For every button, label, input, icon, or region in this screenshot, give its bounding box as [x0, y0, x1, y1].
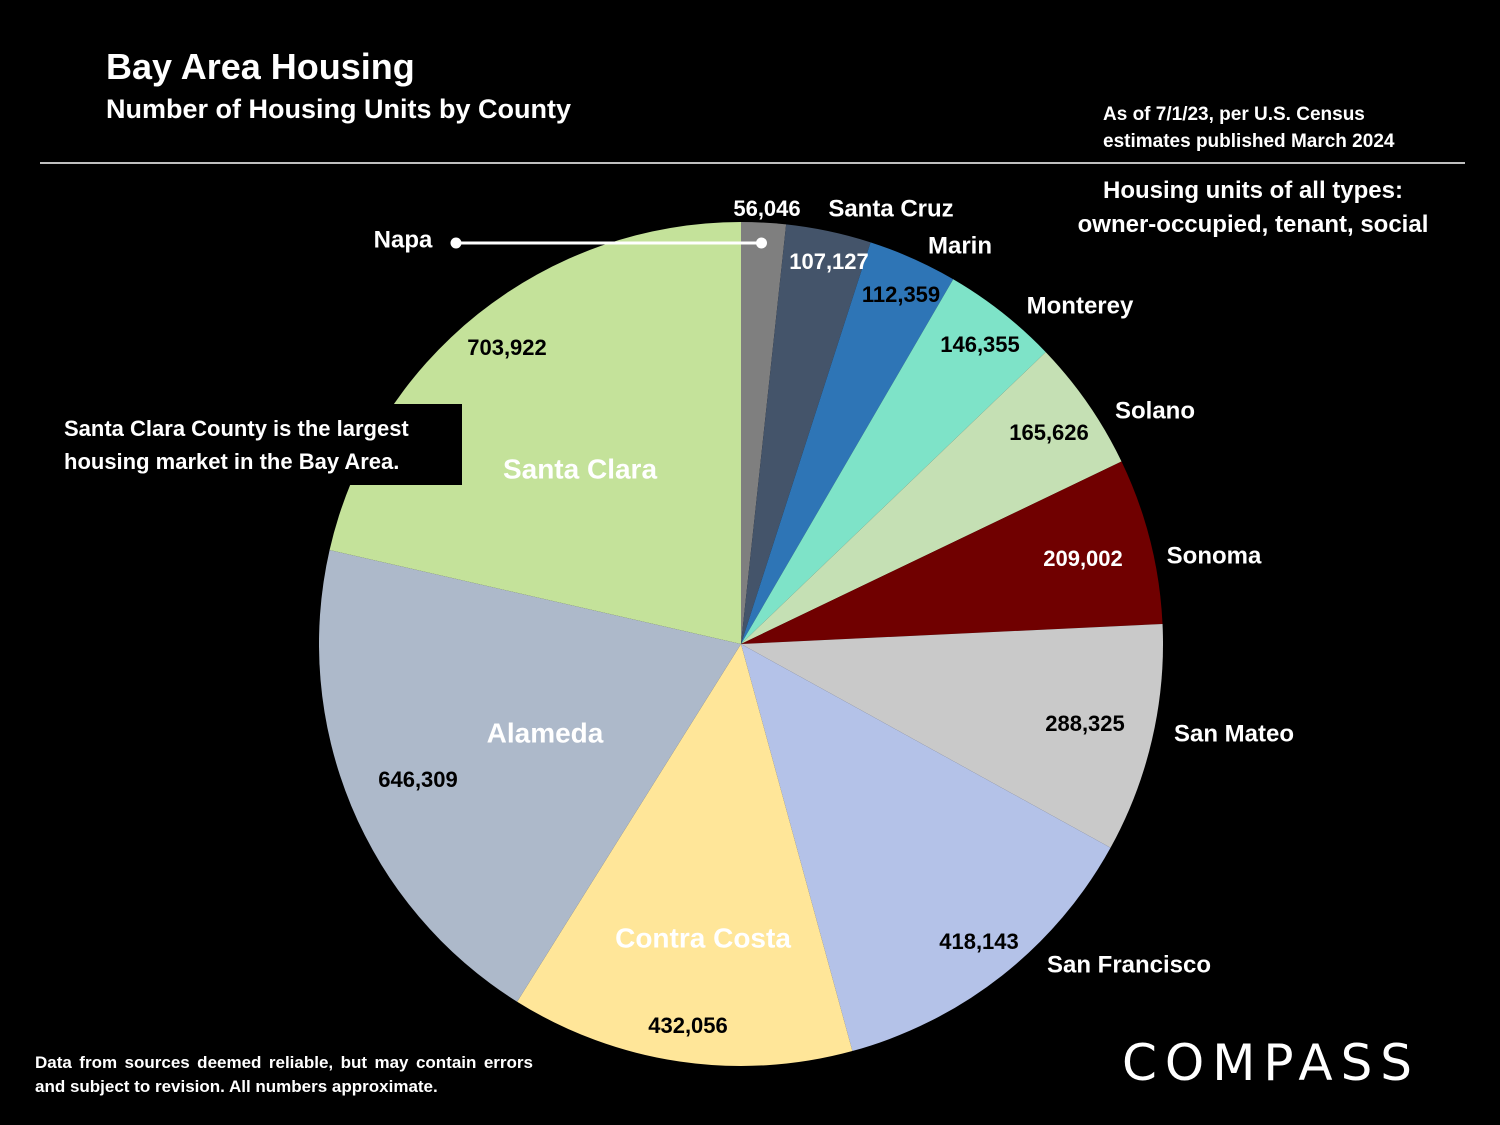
source-note: As of 7/1/23, per U.S. Census estimates …	[1103, 101, 1394, 155]
slice-label-solano: Solano	[1115, 397, 1195, 424]
source-note-line-2: estimates published March 2024	[1103, 131, 1395, 152]
header-divider	[40, 162, 1465, 164]
slice-value-napa: 56,046	[733, 196, 800, 221]
slice-label-santa-cruz: Santa Cruz	[828, 195, 953, 222]
pie-slice-napa	[741, 222, 787, 644]
slice-value-solano: 165,626	[1009, 420, 1089, 445]
slice-value-monterey: 146,355	[940, 332, 1020, 357]
compass-logo: COMPASS	[1122, 1034, 1421, 1092]
pie-slice-santa-cruz	[741, 224, 871, 644]
pie-slice-solano	[741, 352, 1122, 644]
napa-leader-end-dot	[755, 237, 767, 249]
pie-slice-monterey	[741, 279, 1046, 644]
slice-label-contra-costa: Contra Costa	[615, 922, 791, 953]
callout-line-2: housing market in the Bay Area.	[64, 449, 400, 474]
napa-leader-start-dot	[450, 237, 462, 249]
housing-types-line-2: owner-occupied, tenant, social	[1077, 211, 1429, 238]
pie-slice-san-mateo	[741, 623, 1163, 848]
chart-title: Bay Area Housing	[106, 46, 415, 87]
disclaimer: Data from sources deemed reliable, but m…	[35, 1053, 533, 1096]
slice-label-monterey: Monterey	[1027, 292, 1134, 319]
slice-value-santa-clara: 703,922	[467, 335, 547, 360]
slice-label-sonoma: Sonoma	[1167, 542, 1262, 569]
slice-label-san-francisco: San Francisco	[1047, 951, 1211, 978]
pie-slice-alameda	[318, 550, 741, 1002]
housing-types-line-1: Housing units of all types:	[1102, 177, 1403, 204]
slice-label-alameda: Alameda	[487, 717, 604, 748]
pie-slice-sonoma	[741, 461, 1163, 644]
slice-value-santa-cruz: 107,127	[789, 249, 869, 274]
chart-subtitle: Number of Housing Units by County	[106, 94, 571, 124]
callout-line-1: Santa Clara County is the largest	[64, 416, 409, 441]
slice-label-marin: Marin	[928, 232, 992, 259]
slice-value-marin: 112,359	[862, 282, 940, 307]
housing-types-note: Housing units of all types: owner-occupi…	[1060, 174, 1446, 242]
slice-value-san-mateo: 288,325	[1045, 711, 1125, 736]
pie-slice-san-francisco	[741, 644, 1111, 1052]
pie-slice-santa-clara	[329, 222, 741, 644]
source-note-line-1: As of 7/1/23, per U.S. Census	[1103, 104, 1365, 125]
slice-label-napa: Napa	[374, 226, 433, 253]
slice-label-santa-clara: Santa Clara	[503, 453, 657, 484]
pie-slices	[318, 222, 1163, 1066]
pie-slice-marin	[741, 242, 954, 644]
pie-slice-contra-costa	[517, 644, 853, 1066]
slice-value-san-francisco: 418,143	[939, 929, 1019, 954]
slice-value-contra-costa: 432,056	[648, 1013, 728, 1038]
pie-labels: Napa 56,046 Santa Cruz 107,127 Marin 112,359 M…	[374, 195, 1294, 1037]
slice-value-sonoma: 209,002	[1043, 546, 1123, 571]
slice-value-alameda: 646,309	[378, 767, 458, 792]
slice-label-san-mateo: San Mateo	[1174, 720, 1294, 747]
santa-clara-callout: Santa Clara County is the largest housin…	[40, 404, 462, 485]
